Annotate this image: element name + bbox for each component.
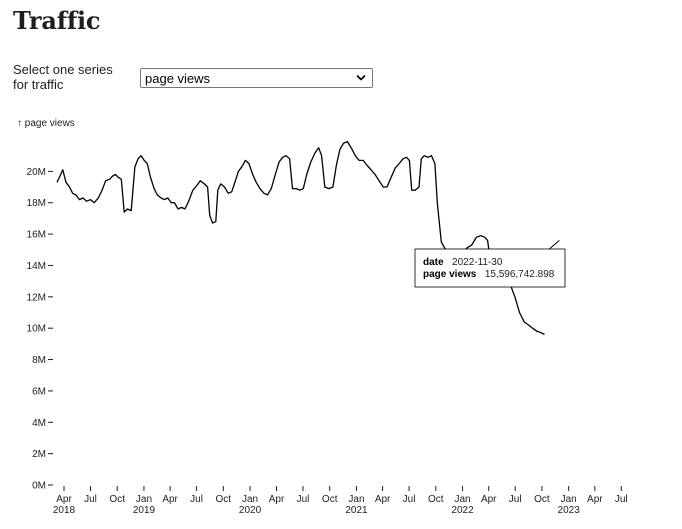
x-tick-label: Oct [216,494,232,505]
y-tick-label: 12M [27,292,46,303]
tooltip-box [414,248,566,288]
x-tick-year: 2022 [451,505,474,516]
page-title: Traffic [13,6,101,35]
tooltip-date: date 2022-11-30 [423,252,503,269]
x-tick-label: Jan 2023 [558,494,581,516]
x-tick-label: Jan 2019 [133,494,156,516]
x-tick-month: Jan [454,494,470,505]
x-tick-month: Jan [348,494,364,505]
x-tick-label: Apr [481,494,497,505]
x-tick-month: Oct [216,494,232,505]
y-tick-label: 20M [27,167,46,178]
tooltip-date-value: 2022-11-30 [452,257,503,268]
x-tick-label: Apr [587,494,603,505]
x-tick-label: Oct [428,494,444,505]
x-tick-month: Jan [242,494,258,505]
y-tick-label: 8M [32,355,46,366]
x-tick-label: Apr [375,494,391,505]
x-tick-year: 2018 [53,505,76,516]
x-tick-label: Jan 2022 [451,494,474,516]
tooltip-metric-key: page views [423,269,477,280]
x-tick-label: Jan 2020 [239,494,262,516]
series-label-line-2: for traffic [13,77,64,92]
x-tick-month: Apr [269,494,285,505]
x-tick-month: Apr [375,494,391,505]
x-tick-month: Apr [162,494,178,505]
x-tick-label: Jul [615,494,628,505]
y-tick-label: 4M [32,418,46,429]
x-tick-label: Oct [534,494,550,505]
tooltip-metric: page views 15,596,742.898 [423,264,555,281]
x-tick-label: Oct [109,494,125,505]
x-tick-label: Jul [297,494,310,505]
chevron-down-icon [356,75,366,81]
tooltip-date-key: date [423,257,444,268]
tooltip-pointer [549,240,560,250]
x-tick-month: Jan [561,494,577,505]
x-tick-month: Oct [534,494,550,505]
y-tick-label: 16M [27,230,46,241]
chart-tooltip: date 2022-11-30 page views 15,596,742.89… [414,240,566,288]
x-tick-label: Jul [509,494,522,505]
series-label-line-1: Select one series [13,62,113,77]
y-tick-label: 18M [27,198,46,209]
x-tick-month: Jul [403,494,416,505]
y-axis: 0M 2M 4M 6M 8M 10M 12M 14M 16M 18M 20M [27,167,53,492]
x-tick-month: Jul [297,494,310,505]
x-tick-month: Jul [190,494,203,505]
x-tick-label: Apr [269,494,285,505]
x-tick-label: Jul [190,494,203,505]
series-select[interactable]: page views [140,68,373,88]
series-select-value: page views [145,70,211,86]
x-tick-month: Apr [56,494,72,505]
x-tick-label: Jan 2021 [345,494,368,516]
y-axis-title: ↑ page views [17,118,75,129]
traffic-line-chart[interactable]: ↑ page views 0M 2M 4M 6M 8M 10M 12M 14M 16M 18M 20… [0,110,682,524]
x-tick-year: 2020 [239,505,262,516]
x-tick-label: Apr 2018 [53,494,76,516]
series-select-label: Select one series for traffic [13,62,133,92]
x-tick-year: 2021 [345,505,368,516]
x-tick-month: Apr [481,494,497,505]
x-tick-month: Jan [136,494,152,505]
x-tick-month: Oct [109,494,125,505]
x-tick-label: Jul [84,494,97,505]
x-tick-month: Jul [615,494,628,505]
x-tick-month: Oct [428,494,444,505]
x-tick-month: Jul [84,494,97,505]
x-tick-year: 2023 [558,505,581,516]
tooltip-metric-value: 15,596,742.898 [485,269,555,280]
page-views-line [56,140,545,336]
y-tick-label: 14M [27,261,46,272]
y-tick-label: 10M [27,324,46,335]
x-tick-label: Jul [403,494,416,505]
x-tick-label: Oct [322,494,338,505]
x-tick-month: Oct [322,494,338,505]
x-tick-month: Jul [509,494,522,505]
y-tick-label: 2M [32,449,46,460]
x-tick-year: 2019 [133,505,156,516]
x-tick-label: Apr [162,494,178,505]
y-tick-label: 6M [32,386,46,397]
x-tick-month: Apr [587,494,603,505]
y-tick-label: 0M [32,481,46,492]
